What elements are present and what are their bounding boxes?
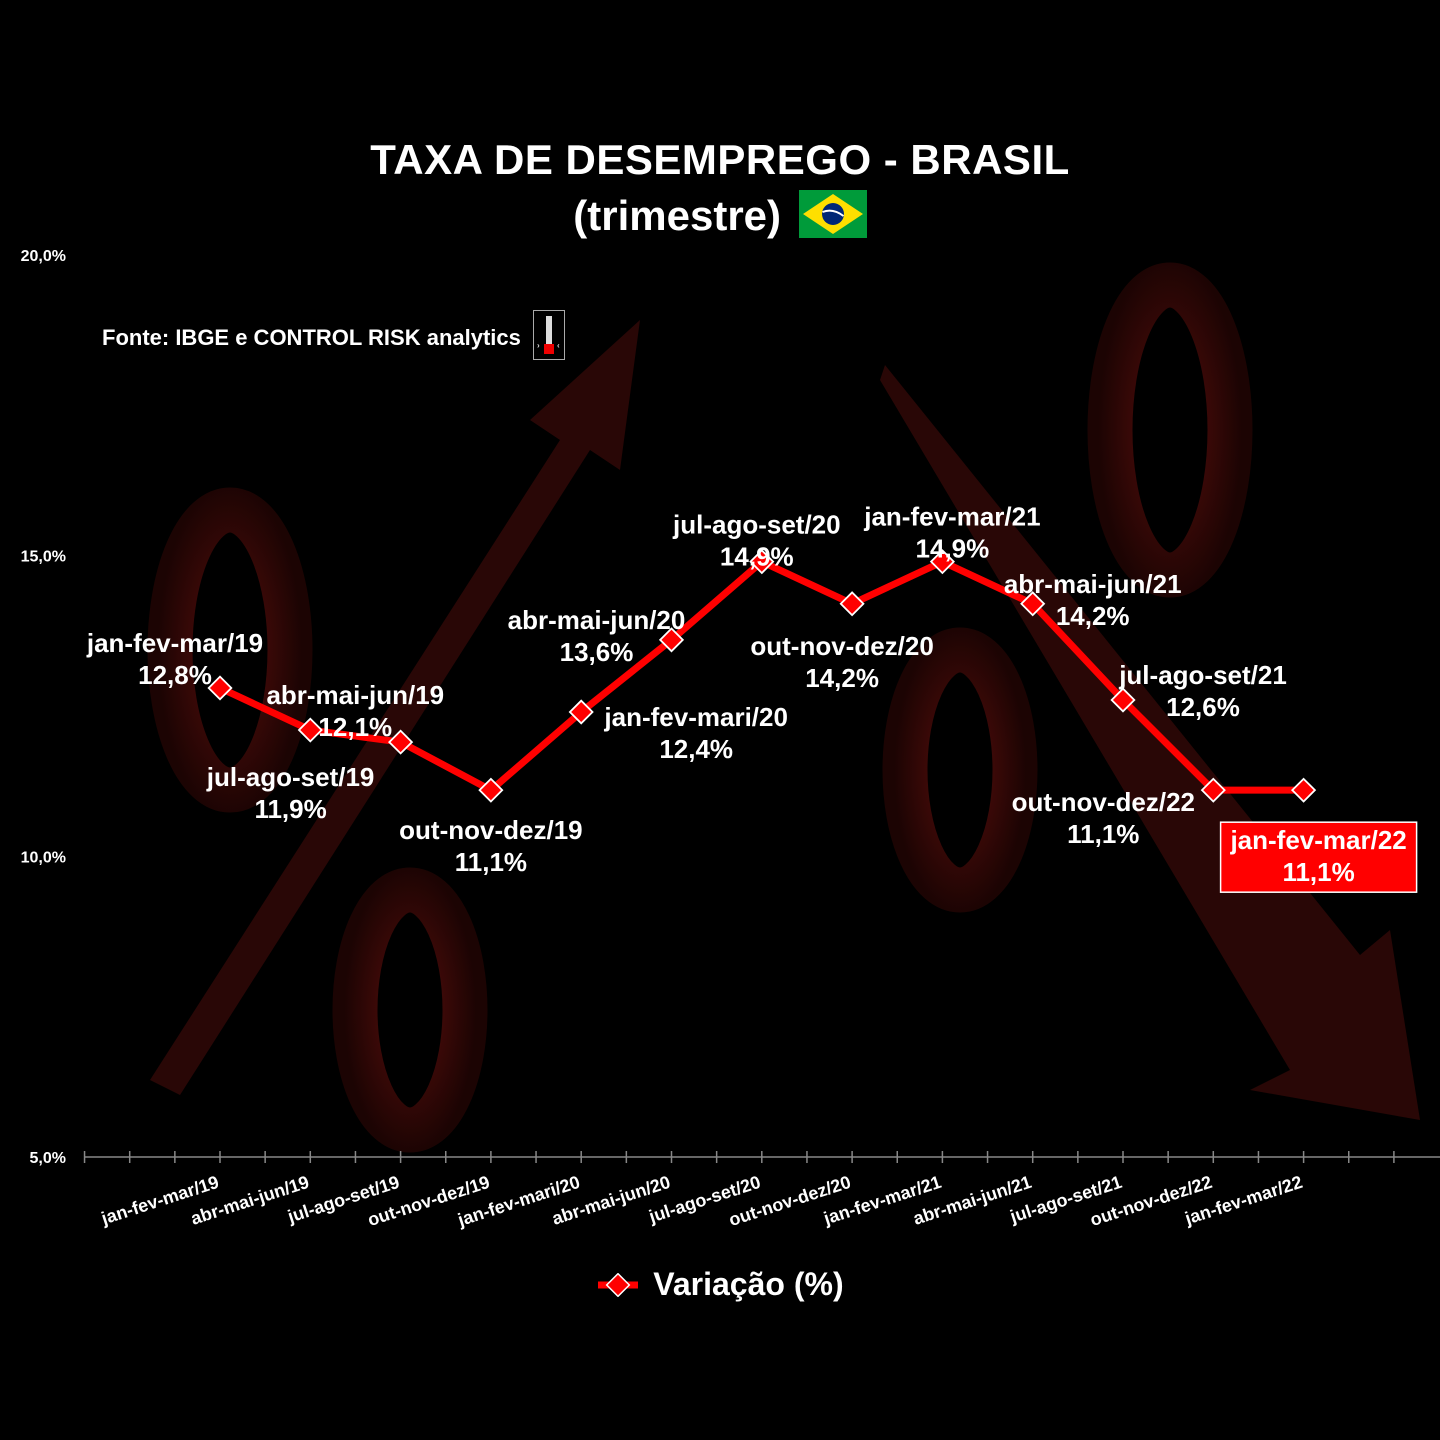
data-label-value: 11,9% <box>254 794 326 824</box>
data-point-marker <box>749 549 775 575</box>
data-point-marker <box>478 777 504 803</box>
data-point-marker <box>929 549 955 575</box>
data-label-value: 12,1% <box>318 712 392 742</box>
data-label-category: jan-fev-mar/21 <box>863 502 1040 532</box>
data-point-marker <box>1200 777 1226 803</box>
highlight-label-box <box>1219 821 1418 893</box>
brazil-flag-icon <box>798 190 867 248</box>
data-label-value: 11,1% <box>1067 819 1139 849</box>
legend-label: Variação (%) <box>653 1266 844 1302</box>
data-label-value: 12,4% <box>659 734 733 764</box>
data-point-marker <box>1110 687 1136 713</box>
data-label-value: 11,1% <box>455 847 527 877</box>
subtitle-text: (trimestre) <box>573 192 782 240</box>
chart-subtitle: (trimestre) <box>0 190 1440 248</box>
data-label-value: 14,2% <box>805 663 879 693</box>
data-label-category: out-nov-dez/20 <box>750 631 933 661</box>
data-label-category: out-nov-dez/19 <box>399 815 582 845</box>
data-label-category: out-nov-dez/22 <box>1012 787 1195 817</box>
data-label-category: jul-ago-set/19 <box>206 762 375 792</box>
source-text: Fonte: IBGE e CONTROL RISK analytics <box>102 325 521 350</box>
data-label-category: jan-fev-mar/19 <box>86 628 263 658</box>
y-tick-label: 15,0% <box>21 549 66 566</box>
y-tick-label: 20,0% <box>21 248 66 265</box>
data-point-marker <box>1291 777 1317 803</box>
data-label-category: abr-mai-jun/21 <box>1004 569 1182 599</box>
data-label-value: 14,9% <box>916 534 990 564</box>
data-label-value: 11,1% <box>1282 857 1354 887</box>
data-label-category: jan-fev-mar/22 <box>1229 825 1406 855</box>
data-label-value: 13,6% <box>560 637 634 667</box>
data-label-category: jul-ago-set/21 <box>1118 660 1287 690</box>
y-tick-label: 5,0% <box>30 1150 66 1167</box>
data-label-value: 14,2% <box>1056 601 1130 631</box>
data-point-marker <box>1020 591 1046 617</box>
data-label-category: jan-fev-mari/20 <box>603 702 788 732</box>
data-point-marker <box>207 675 233 701</box>
legend: Variação (%) <box>0 1266 1440 1305</box>
svg-text:‹: ‹ <box>557 341 560 350</box>
data-point-marker <box>568 699 594 725</box>
data-point-marker <box>297 717 323 743</box>
data-point-marker <box>658 627 685 653</box>
svg-text:›: › <box>537 341 540 350</box>
legend-swatch-icon <box>596 1268 640 1305</box>
y-tick-label: 10,0% <box>21 849 66 866</box>
source-note: Fonte: IBGE e CONTROL RISK analytics › ‹ <box>102 310 565 366</box>
data-label-value: 12,8% <box>138 660 212 690</box>
data-point-marker <box>839 591 865 617</box>
thermometer-logo-icon: › ‹ <box>532 310 565 366</box>
data-label-value: 12,6% <box>1166 692 1240 722</box>
data-label-value: 14,9% <box>720 542 794 572</box>
data-label-category: abr-mai-jun/19 <box>266 680 444 710</box>
data-label-category: jul-ago-set/20 <box>672 510 841 540</box>
chart-title: TAXA DE DESEMPREGO - BRASIL <box>370 136 1070 183</box>
data-label-category: abr-mai-jun/20 <box>508 605 686 635</box>
data-point-marker <box>388 729 414 755</box>
